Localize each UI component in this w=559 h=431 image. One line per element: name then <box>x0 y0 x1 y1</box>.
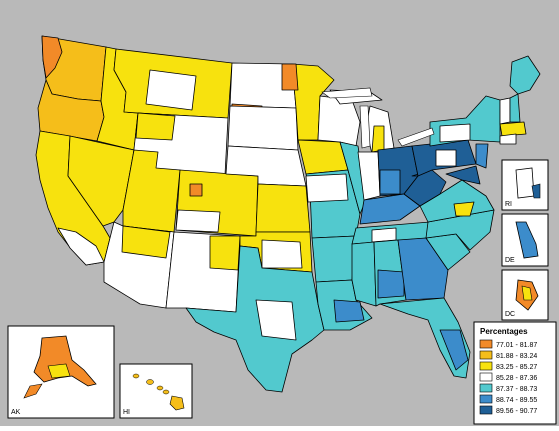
legend-swatch <box>479 350 493 360</box>
region-utah <box>122 149 181 233</box>
contiguous-us <box>35 35 541 393</box>
inset-delaware: DE <box>501 213 549 267</box>
great-lakes <box>321 87 435 149</box>
legend-entries: 77.01 - 81.87 81.88 - 83.24 83.25 - 85.27 8… <box>479 339 537 415</box>
region-texas-white <box>255 299 297 341</box>
legend-label: 77.01 - 81.87 <box>496 342 537 349</box>
legend-swatch <box>479 361 493 371</box>
inset-label-ri: RI <box>505 201 512 208</box>
region-montana-white <box>145 69 197 111</box>
region-vermont <box>499 97 511 125</box>
region-texas <box>185 245 325 393</box>
lake-erie <box>397 127 435 147</box>
legend-swatch <box>479 383 493 393</box>
lake-michigan <box>359 105 371 149</box>
region-oklahoma-white <box>261 239 303 269</box>
inset-dc: DC <box>501 269 549 321</box>
inset-label-dc: DC <box>505 311 515 318</box>
region-missouri-white <box>305 173 349 203</box>
region-colorado-orange <box>189 183 203 197</box>
legend-label: 87.37 - 88.73 <box>496 386 537 393</box>
region-alabama-blue <box>377 269 405 299</box>
region-florida-blue <box>439 329 469 371</box>
region-new-jersey <box>475 143 489 169</box>
region-new-york-white <box>439 123 471 143</box>
region-colorado-white <box>175 209 221 233</box>
region-virginia-yellow <box>453 201 475 217</box>
region-ohio-blue <box>379 169 401 195</box>
region-louisiana-blue <box>333 299 365 323</box>
region-kansas <box>255 183 311 233</box>
region-south-dakota <box>227 105 299 151</box>
legend-swatch <box>479 405 493 415</box>
region-west-virginia <box>403 169 447 207</box>
region-arkansas <box>311 235 357 283</box>
inset-label-hi: HI <box>123 409 130 416</box>
region-kentucky <box>359 193 421 225</box>
inset-hawaii: HI <box>119 363 193 419</box>
region-massachusetts <box>499 121 527 137</box>
legend-label: 88.74 - 89.55 <box>496 397 537 404</box>
region-michigan-yellow <box>371 125 385 153</box>
region-arizona-yellow <box>121 225 171 259</box>
legend: Percentages 77.01 - 81.87 81.88 - 83.24 83… <box>473 321 557 425</box>
region-new-mexico-yellow <box>209 235 241 271</box>
region-wyoming-yellow <box>135 112 176 141</box>
region-washington-west <box>41 35 63 79</box>
lake-superior <box>321 87 373 99</box>
region-mississippi <box>351 241 377 307</box>
legend-swatch <box>479 339 493 349</box>
legend-title: Percentages <box>480 327 528 336</box>
legend-label: 89.56 - 90.77 <box>496 408 537 415</box>
region-connecticut <box>499 133 517 145</box>
region-georgia <box>397 237 449 301</box>
inset-rhode-island: RI <box>501 159 549 211</box>
region-tennessee-white <box>371 227 397 243</box>
legend-label: 83.25 - 85.27 <box>496 364 537 371</box>
region-minnesota-orange <box>281 63 299 91</box>
legend-swatch <box>479 372 493 382</box>
legend-label: 85.28 - 87.36 <box>496 375 537 382</box>
region-new-hampshire <box>509 93 521 123</box>
region-maine <box>509 55 541 95</box>
region-florida <box>379 297 471 379</box>
inset-label-de: DE <box>505 257 515 264</box>
inset-label-ak: AK <box>11 409 21 416</box>
region-pennsylvania-white <box>435 149 457 167</box>
legend-label: 81.88 - 83.24 <box>496 353 537 360</box>
legend-swatch <box>479 394 493 404</box>
region-maryland <box>445 165 481 185</box>
inset-alaska: AK <box>7 325 115 419</box>
